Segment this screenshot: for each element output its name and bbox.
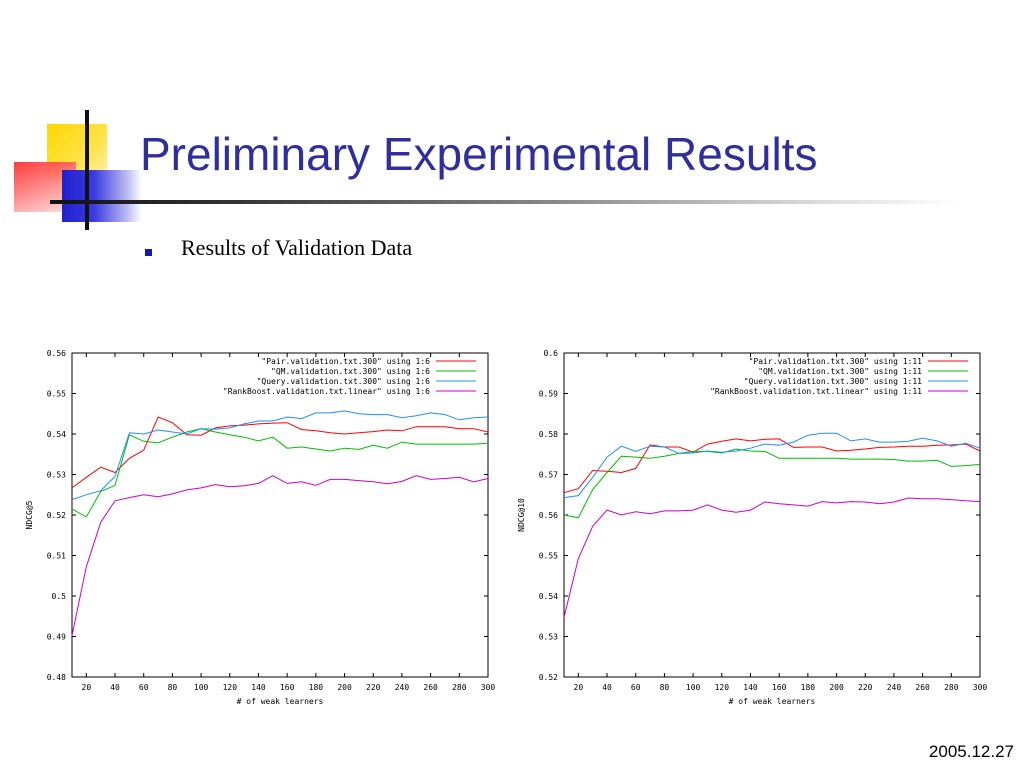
x-tick-label: 240 <box>887 683 902 692</box>
x-tick-label: 180 <box>309 683 324 692</box>
x-tick-label: 180 <box>801 683 816 692</box>
x-tick-label: 80 <box>168 683 178 692</box>
x-tick-label: 20 <box>82 683 92 692</box>
y-tick-label: 0.56 <box>539 511 558 520</box>
chart-ndcg5: 0.48 0.49 0.5 0.51 0.52 0.53 0.54 0.55 0.56 20 40 6… <box>25 349 496 706</box>
y-tick-label: 0.5 <box>52 592 67 601</box>
legend-label: "Query.validation.txt.300" using 1:6 <box>257 377 431 386</box>
y-tick-label: 0.57 <box>539 471 558 480</box>
x-tick-label: 220 <box>366 683 381 692</box>
x-tick-label: 60 <box>139 683 149 692</box>
y-tick-label: 0.53 <box>47 471 66 480</box>
x-tick-label: 60 <box>631 683 641 692</box>
x-tick-label: 300 <box>973 683 988 692</box>
legend-label: "Pair.validation.txt.300" using 1:6 <box>261 357 430 366</box>
footer-date: 2005.12.27 <box>928 742 1014 761</box>
x-tick-label: 300 <box>481 683 496 692</box>
bullet-marker <box>145 249 152 256</box>
plot-frame <box>71 352 489 678</box>
x-tick-label: 80 <box>660 683 670 692</box>
legend-label: "QM.validation.txt.300" using 1:11 <box>758 367 922 376</box>
y-tick-label: 0.51 <box>47 552 66 561</box>
x-axis-label: # of weak learners <box>729 697 816 706</box>
y-tick-label: 0.54 <box>47 430 66 439</box>
slide-title: Preliminary Experimental Results <box>140 128 818 180</box>
x-tick-label: 100 <box>686 683 701 692</box>
x-tick-label: 200 <box>829 683 844 692</box>
y-tick-label: 0.58 <box>539 430 558 439</box>
series-line-3 <box>563 497 981 618</box>
y-tick-label: 0.54 <box>539 592 558 601</box>
x-tick-label: 40 <box>110 683 120 692</box>
y-tick-label: 0.59 <box>539 390 558 399</box>
x-tick-label: 160 <box>280 683 295 692</box>
series-line-0 <box>563 438 981 494</box>
series-line-3 <box>71 475 489 636</box>
y-tick-label: 0.55 <box>539 552 558 561</box>
y-tick-label: 0.48 <box>47 673 66 682</box>
y-tick-label: 0.55 <box>47 390 66 399</box>
series-line-0 <box>71 416 489 489</box>
x-tick-label: 240 <box>395 683 410 692</box>
x-tick-label: 200 <box>337 683 352 692</box>
decor-vertical-line <box>85 110 89 230</box>
series-line-1 <box>563 448 981 519</box>
y-axis-label: NDCG@10 <box>517 498 526 532</box>
x-tick-label: 40 <box>602 683 612 692</box>
y-tick-label: 0.52 <box>539 673 558 682</box>
x-tick-label: 280 <box>944 683 959 692</box>
legend-label: "RankBoost.validation.txt.linear" using … <box>223 387 430 396</box>
x-tick-label: 220 <box>858 683 873 692</box>
legend-label: "RankBoost.validation.txt.linear" using … <box>710 387 922 396</box>
y-tick-label: 0.52 <box>47 511 66 520</box>
x-tick-label: 120 <box>715 683 730 692</box>
chart-ndcg10: 0.52 0.53 0.54 0.55 0.56 0.57 0.58 0.59 0.6 20 40 6… <box>517 349 988 706</box>
x-tick-label: 120 <box>223 683 238 692</box>
series-line-2 <box>563 432 981 499</box>
x-tick-label: 140 <box>743 683 758 692</box>
x-tick-label: 20 <box>574 683 584 692</box>
y-tick-label: 0.56 <box>47 349 66 358</box>
series-line-1 <box>71 428 489 518</box>
x-tick-label: 100 <box>194 683 209 692</box>
y-tick-label: 0.49 <box>47 633 66 642</box>
y-axis-label: NDCG@5 <box>25 500 34 529</box>
title-underline <box>50 200 960 204</box>
x-tick-label: 280 <box>452 683 467 692</box>
x-tick-label: 160 <box>772 683 787 692</box>
legend-label: "Pair.validation.txt.300" using 1:11 <box>749 357 923 366</box>
legend-label: "QM.validation.txt.300" using 1:6 <box>271 367 430 376</box>
x-tick-label: 260 <box>915 683 930 692</box>
y-tick-label: 0.6 <box>544 349 559 358</box>
legend-label: "Query.validation.txt.300" using 1:11 <box>744 377 922 386</box>
x-tick-label: 140 <box>251 683 266 692</box>
plot-frame <box>563 352 981 678</box>
series-line-2 <box>71 410 489 501</box>
y-tick-label: 0.53 <box>539 633 558 642</box>
x-tick-label: 260 <box>423 683 438 692</box>
decor-blue-square <box>62 170 142 222</box>
x-axis-label: # of weak learners <box>237 697 324 706</box>
bullet-text: Results of Validation Data <box>181 235 413 260</box>
